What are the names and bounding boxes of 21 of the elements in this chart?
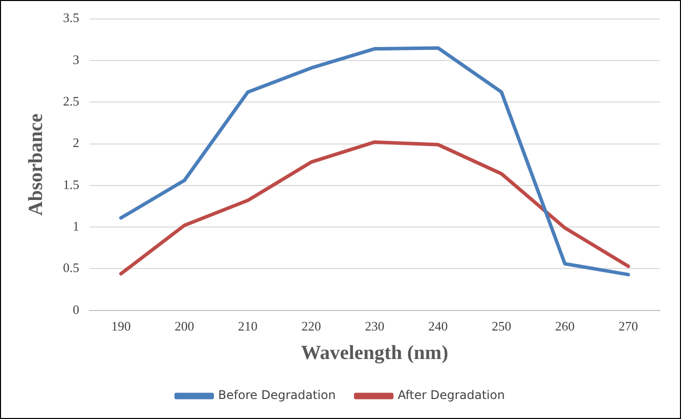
y-axis-title: Absorbance (25, 113, 48, 216)
legend-label: Before Degradation (218, 388, 336, 402)
y-tick-label: 3.5 (63, 10, 80, 26)
y-tick-label: 1 (72, 218, 80, 234)
x-tick-label: 240 (428, 318, 448, 334)
x-tick-label: 210 (238, 318, 258, 334)
x-tick-label: 260 (555, 318, 575, 334)
x-tick-label: 270 (618, 318, 638, 334)
legend-label: After Degradation (398, 388, 505, 402)
y-tick-label: 1.5 (63, 176, 80, 192)
y-tick-label: 2.5 (63, 94, 80, 109)
y-tick-label: 0.5 (63, 260, 80, 276)
x-axis-title: Wavelength (nm) (301, 342, 448, 364)
y-tick-label: 0 (72, 302, 80, 317)
y-tick-label: 3 (72, 52, 80, 67)
x-tick-label: 190 (111, 318, 131, 334)
x-tick-label: 250 (492, 318, 512, 334)
y-tick-label: 2 (72, 135, 80, 150)
x-tick-label: 200 (174, 318, 194, 334)
x-tick-label: 220 (301, 318, 321, 334)
x-tick-label: 230 (364, 318, 384, 334)
